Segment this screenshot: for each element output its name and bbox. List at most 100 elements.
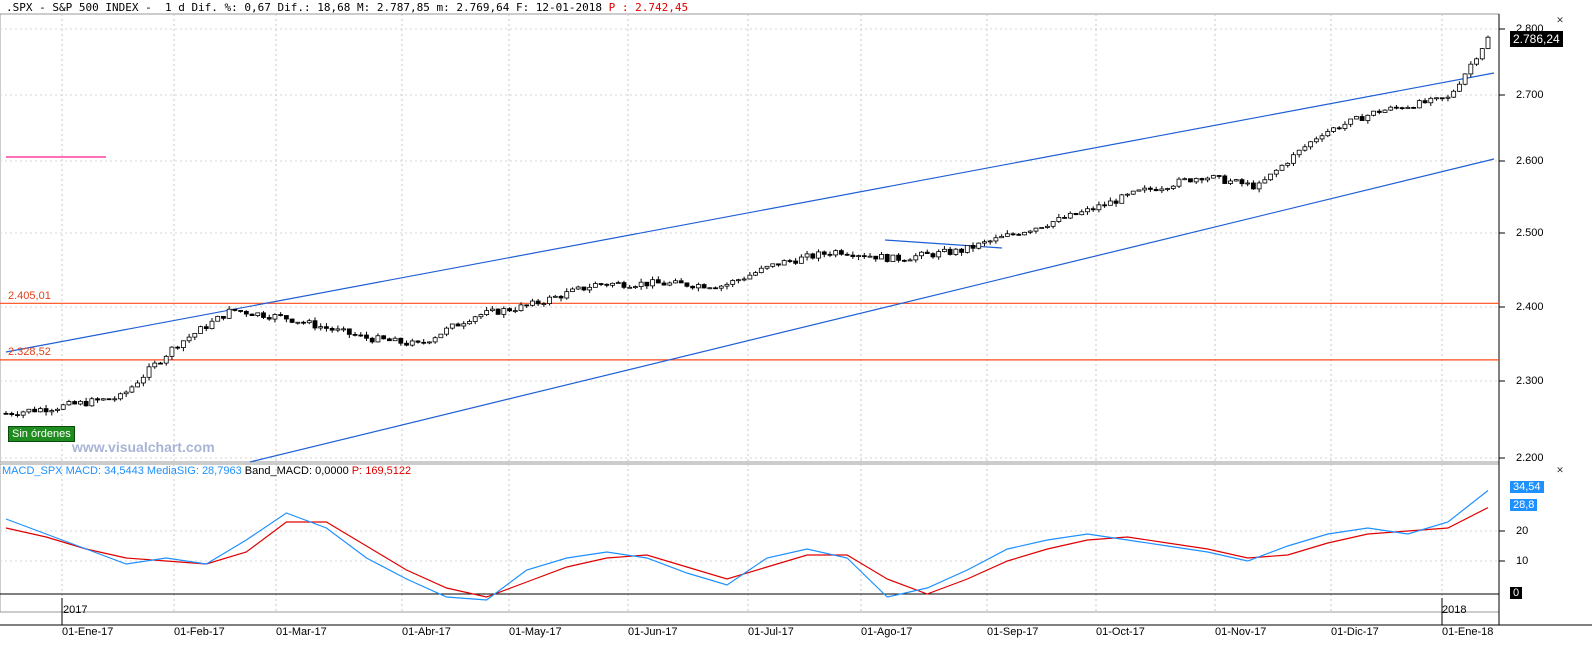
candle-body: [816, 251, 821, 259]
x-tick-label: 01-May-17: [509, 626, 562, 638]
candle-body: [758, 267, 764, 274]
candle-body: [100, 398, 106, 401]
macd-signal-line: [5, 507, 1489, 598]
candle-body: [1079, 211, 1085, 216]
candle-body: [867, 255, 873, 258]
candle-body: [695, 284, 701, 289]
level-label-lower: 2.328,52: [8, 346, 51, 358]
candle-body: [129, 386, 135, 393]
y-tick-label: 2.200: [1516, 452, 1544, 464]
candle-body: [215, 315, 221, 322]
candle-body: [1113, 200, 1119, 204]
candle-body: [318, 326, 324, 329]
x-tick-label: 01-Jun-17: [628, 626, 678, 638]
candle-body: [72, 401, 78, 405]
level-label-upper: 2.405,01: [8, 290, 51, 302]
candle-body: [1296, 149, 1302, 156]
symbol-label: .SPX - S&P 500 INDEX -: [6, 1, 152, 14]
candle-body: [1153, 188, 1159, 192]
candle-body: [604, 283, 610, 286]
y-tick-label: 2.700: [1516, 89, 1544, 101]
candle-body: [747, 274, 753, 280]
candle-body: [638, 281, 644, 287]
candle-body: [964, 245, 970, 253]
candle-body: [850, 254, 856, 257]
candle-body: [1125, 193, 1130, 196]
candle-body: [1313, 138, 1319, 143]
candle-body: [564, 291, 570, 299]
macd-signal-value: MediaSIG: 28,7963: [146, 465, 242, 477]
x-tick-label: 01-Abr-17: [402, 626, 451, 638]
candle-body: [1388, 106, 1394, 111]
candle-body: [55, 408, 60, 411]
candle-body: [1479, 48, 1485, 60]
candle-body: [438, 333, 444, 339]
candle-body: [879, 253, 884, 260]
candle-body: [135, 382, 141, 388]
candle-body: [1456, 83, 1462, 92]
year-label: 2017: [63, 604, 88, 616]
candle-body: [415, 340, 421, 343]
y-tick-label: 2.800: [1516, 23, 1544, 35]
x-tick-label: 01-Ago-17: [861, 626, 913, 638]
collapse-icon[interactable]: ✕: [1556, 466, 1564, 476]
candle-body: [810, 253, 816, 259]
candle-body: [633, 286, 638, 288]
candle-body: [467, 321, 472, 325]
candle-body: [1428, 97, 1434, 104]
candle-body: [1359, 116, 1365, 121]
candle-body: [1365, 114, 1371, 121]
candle-body: [1416, 100, 1422, 109]
candle-body: [901, 259, 907, 262]
candle-body: [730, 280, 736, 285]
macd-value: MACD: 34,5443: [65, 465, 144, 477]
candle-body: [621, 282, 627, 288]
candle-body: [95, 398, 100, 401]
candle-body: [793, 260, 799, 264]
candle-body: [1022, 231, 1027, 236]
candle-body: [753, 272, 758, 276]
candle-body: [49, 410, 55, 413]
collapse-icon[interactable]: ✕: [1556, 16, 1564, 26]
candle-body: [764, 265, 770, 269]
candle-body: [1056, 217, 1062, 222]
candle-body: [375, 335, 381, 343]
candle-body: [827, 253, 833, 256]
candle-body: [1291, 154, 1296, 164]
candle-body: [1073, 212, 1079, 216]
candle-body: [1033, 227, 1039, 232]
candle-body: [741, 278, 747, 281]
candle-body: [32, 408, 38, 413]
candle-body: [369, 337, 375, 343]
candle-body: [1308, 141, 1314, 148]
candle-body: [1474, 58, 1479, 65]
candle-body: [999, 235, 1005, 239]
candle-body: [232, 308, 238, 311]
candle-body: [329, 327, 335, 331]
candle-body: [587, 286, 593, 291]
candle-body: [707, 287, 713, 290]
candle-body: [83, 400, 89, 407]
candle-body: [936, 251, 942, 258]
candle-body: [1285, 162, 1291, 166]
candle-body: [610, 282, 615, 286]
candle-body: [140, 376, 146, 384]
candle-body: [180, 340, 186, 348]
candle-body: [1090, 208, 1096, 211]
candle-body: [66, 401, 72, 406]
chart-header: .SPX - S&P 500 INDEX - 1 d Dif. %: 0,67 …: [6, 1, 688, 14]
candle-body: [558, 295, 564, 299]
candle-body: [266, 317, 272, 320]
candle-body: [444, 327, 449, 335]
candle-body: [1142, 187, 1148, 191]
macd-band-value: Band_MACD: 0,0000: [244, 465, 349, 477]
candle-body: [1102, 204, 1108, 207]
candle-body: [9, 413, 15, 415]
candle-body: [781, 260, 787, 266]
candle-body: [942, 248, 947, 252]
candle-body: [289, 318, 295, 323]
x-tick-label: 01-Oct-17: [1096, 626, 1145, 638]
candle-body: [243, 310, 249, 315]
orders-badge[interactable]: Sin órdenes: [8, 426, 75, 442]
candle-body: [192, 333, 198, 338]
